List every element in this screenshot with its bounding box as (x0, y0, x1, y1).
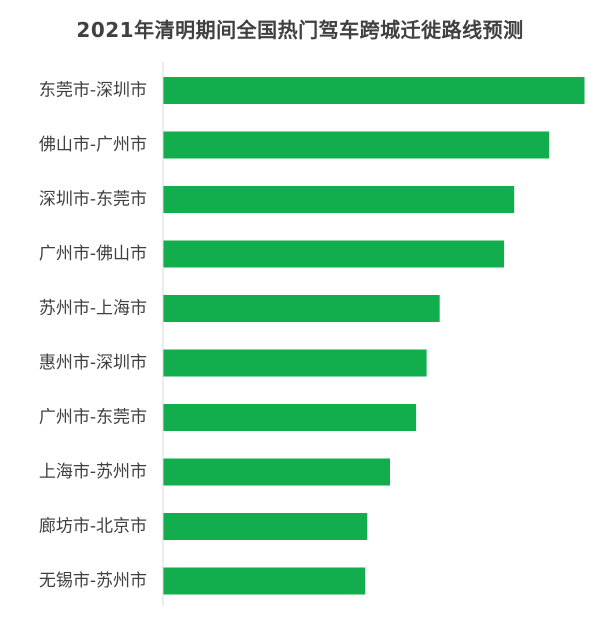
bar-6 (163, 349, 427, 377)
category-label-10: 无锡市-苏州市 (39, 571, 147, 591)
bar-2 (163, 131, 550, 159)
chart-title: 2021年清明期间全国热门驾车跨城迁徙路线预测 (76, 18, 524, 42)
bar-5 (163, 295, 440, 322)
bar-8 (163, 458, 390, 486)
bar-7 (163, 404, 417, 431)
category-label-7: 广州市-东莞市 (39, 408, 147, 428)
category-label-4: 广州市-佛山市 (39, 244, 147, 264)
category-label-1: 东莞市-深圳市 (39, 81, 147, 101)
category-label-5: 苏州市-上海市 (39, 299, 147, 319)
category-label-9: 廊坊市-北京市 (39, 517, 147, 537)
bar-3 (163, 186, 515, 213)
category-label-3: 深圳市-东莞市 (39, 190, 147, 210)
category-label-6: 惠州市-深圳市 (39, 353, 147, 373)
category-label-2: 佛山市-广州市 (39, 135, 147, 155)
bar-4 (163, 240, 505, 268)
category-labels-group: 东莞市-深圳市佛山市-广州市深圳市-东莞市广州市-佛山市苏州市-上海市惠州市-深… (39, 81, 147, 592)
bar-9 (163, 513, 368, 540)
category-label-8: 上海市-苏州市 (39, 462, 147, 482)
bar-10 (163, 567, 366, 595)
bar-1 (163, 77, 585, 104)
bars-group (163, 77, 585, 595)
